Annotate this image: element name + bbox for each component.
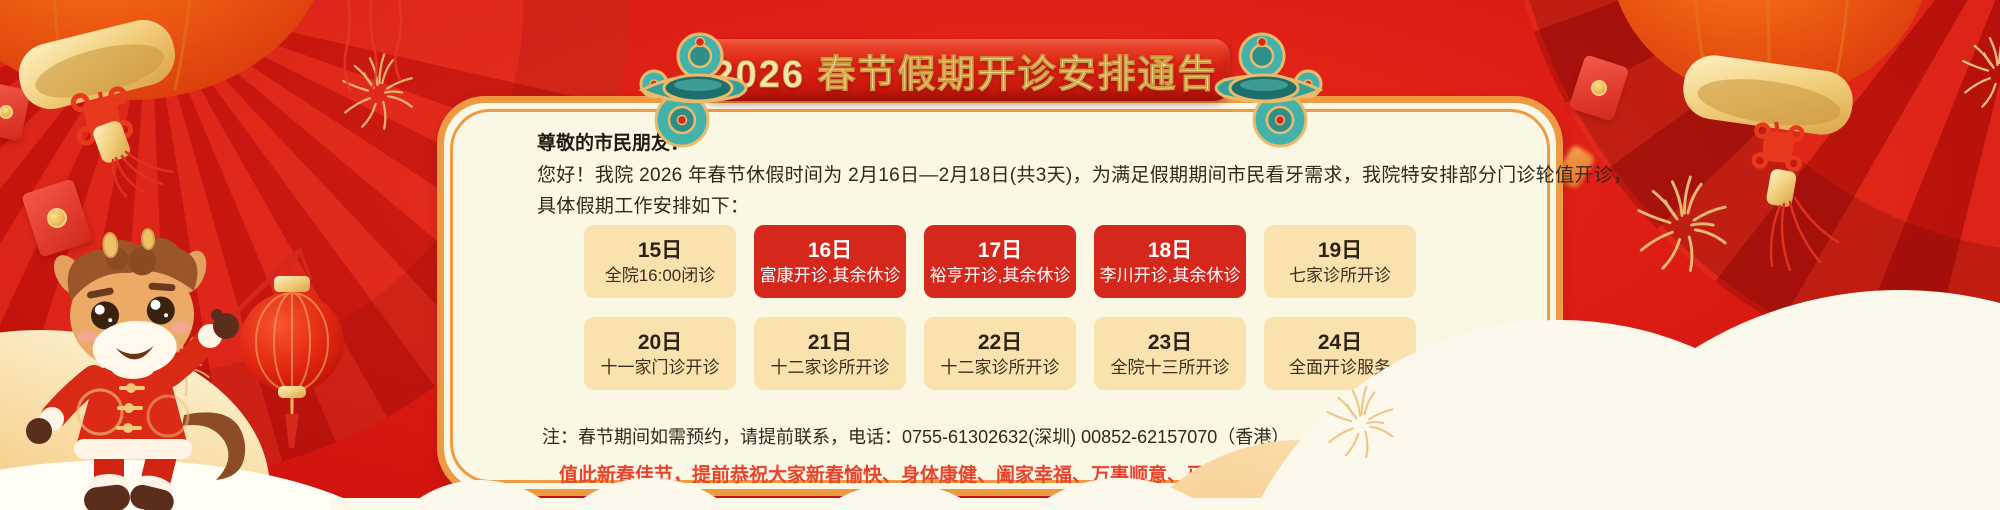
schedule-cell: 23日全院十三所开诊: [1094, 317, 1246, 390]
envelope-seal-icon: [0, 103, 15, 121]
schedule-cell-day: 22日: [977, 330, 1023, 354]
schedule-cell: 17日裕亨开诊,其余休诊: [924, 225, 1076, 298]
schedule-cell-desc: 全面开诊服务: [1289, 357, 1391, 377]
schedule-cell-day: 18日: [1147, 238, 1193, 262]
schedule-cell: 22日十二家诊所开诊: [924, 317, 1076, 390]
schedule-cell: 21日十二家诊所开诊: [754, 317, 906, 390]
lantern-icon: [1617, 0, 1923, 272]
schedule-row: 20日 十一家门诊开诊 21日 十二家诊所开诊 22日 十二家诊所开诊 23日 全院十三所开诊…: [584, 317, 1416, 390]
firework-icon: [1622, 165, 1742, 285]
schedule-cell-day: 24日: [1317, 330, 1363, 354]
red-envelope-icon: [21, 178, 93, 258]
schedule-cell-day: 16日: [807, 238, 853, 262]
schedule-cell-day: 21日: [807, 330, 853, 354]
schedule-cell-day: 17日: [977, 238, 1023, 262]
mascot-lantern-icon: [240, 249, 344, 448]
ruyi-cloud-icon: [1214, 32, 1324, 148]
schedule-cell-desc: 十二家诊所开诊: [940, 357, 1060, 377]
ruyi-cloud-icon: [638, 32, 748, 148]
schedule-cell: 16日富康开诊,其余休诊: [754, 225, 906, 298]
greeting-text: 尊敬的市民朋友：: [537, 133, 690, 154]
schedule-cell-day: 23日: [1147, 330, 1193, 354]
cloud-strip: [330, 498, 2000, 510]
schedule-cell: 18日李川开诊,其余休诊: [1094, 225, 1246, 298]
schedule-cell-desc: 全院十三所开诊: [1110, 357, 1230, 377]
note-text: 注：春节期间如需预约，请提前联系，电话：0755-61302632(深圳) 00…: [542, 427, 1290, 447]
schedule-cell: 15日全院16:00闭诊: [584, 225, 736, 298]
envelope-seal-icon: [1588, 77, 1610, 99]
schedule-cell-day: 15日: [637, 238, 683, 262]
schedule-cell: 19日七家诊所开诊: [1264, 225, 1416, 298]
schedule-cell-desc: 富康开诊,其余休诊: [759, 265, 901, 285]
red-envelope-icon: [0, 82, 31, 142]
firework-icon: [1950, 25, 2000, 120]
red-envelope-icon: [1568, 54, 1630, 122]
schedule-row: 15日 全院16:00闭诊 16日 富康开诊,其余休诊 17日 裕亨开诊,其余休诊 18日李…: [584, 225, 1416, 298]
schedule-cell-desc: 李川开诊,其余休诊: [1099, 265, 1241, 285]
notice-body-line-2: 具体假期工作安排如下：: [537, 196, 750, 217]
notice-body-line-1: 您好！我院 2026 年春节休假时间为 2月16日—2月18日(共3天)，为满足…: [537, 165, 1633, 186]
schedule-cell-desc: 十一家门诊开诊: [600, 357, 720, 377]
schedule-cell-day: 20日: [637, 330, 683, 354]
schedule-cell-desc: 十二家诊所开诊: [770, 357, 890, 377]
envelope-seal-icon: [44, 205, 70, 231]
schedule-cell-desc: 全院16:00闭诊: [604, 265, 716, 285]
lantern-icon: [0, 0, 314, 198]
string-decoration: [343, 0, 403, 93]
schedule-cell: 20日十一家门诊开诊: [584, 317, 736, 390]
page-title: 2026 春节假期开诊安排通告: [712, 53, 1218, 96]
schedule-cell-desc: 裕亨开诊,其余休诊: [929, 265, 1071, 285]
schedule-cell-day: 19日: [1317, 238, 1363, 262]
schedule-grid: 15日 全院16:00闭诊 16日 富康开诊,其余休诊 17日 裕亨开诊,其余休诊 18日李…: [584, 225, 1416, 390]
firework-icon: [330, 45, 425, 140]
schedule-cell-desc: 七家诊所开诊: [1289, 265, 1391, 285]
title-banner: 2026 春节假期开诊安排通告: [700, 39, 1230, 101]
